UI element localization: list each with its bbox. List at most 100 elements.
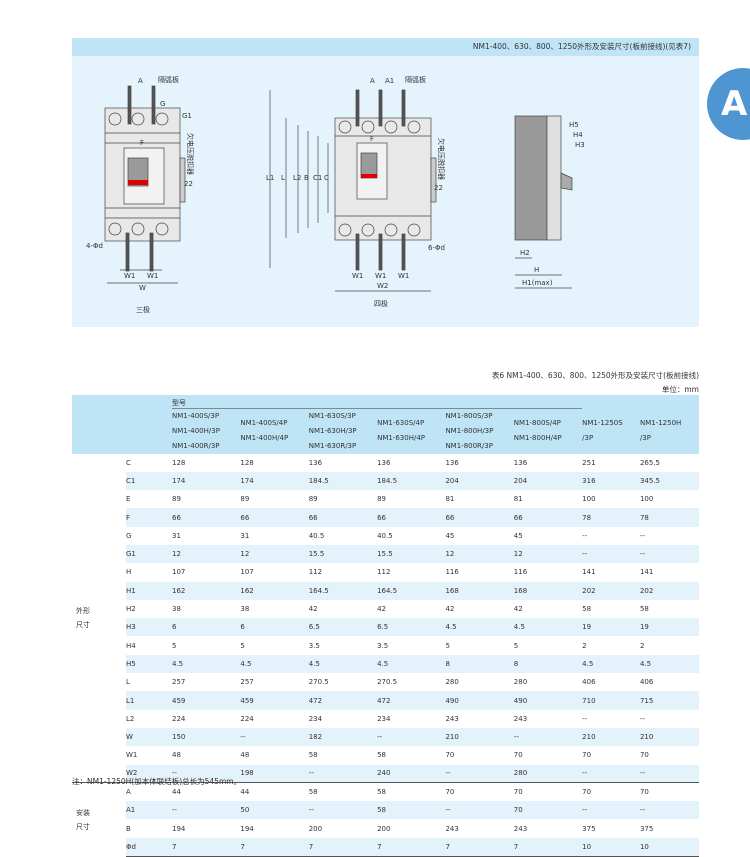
- svg-text:C: C: [324, 174, 329, 182]
- value-cell: 136: [513, 453, 583, 472]
- value-cell: 7: [445, 837, 514, 857]
- value-cell: 58: [308, 746, 378, 765]
- value-cell: 280: [445, 673, 514, 692]
- param-cell: W1: [126, 746, 172, 765]
- value-cell: 316: [582, 471, 640, 491]
- table-row: H3 6 6 6.5 6.5 4.5 4.5 19 19: [72, 618, 699, 637]
- value-cell: 6.5: [308, 618, 378, 637]
- value-cell: 174: [240, 471, 309, 491]
- value-cell: 116: [445, 563, 514, 582]
- four-pole-drawing: L1 L L2 B C1 C A A1 隔弧板 F 22 欠电压脱扣器 6-Φd W1 W1 W…: [266, 75, 446, 308]
- value-cell: 40.5: [308, 526, 378, 545]
- svg-text:H1(max): H1(max): [522, 279, 553, 287]
- value-cell: 202: [639, 581, 699, 600]
- value-cell: --: [172, 764, 241, 783]
- value-cell: 70: [582, 782, 640, 802]
- value-cell: 224: [172, 709, 241, 728]
- value-cell: 58: [582, 599, 640, 619]
- value-cell: 31: [172, 526, 241, 545]
- value-cell: 257: [172, 673, 241, 692]
- value-cell: --: [639, 709, 699, 728]
- value-cell: --: [582, 709, 640, 728]
- value-cell: 7: [513, 837, 583, 857]
- value-cell: 406: [582, 673, 640, 692]
- value-cell: 70: [445, 782, 514, 802]
- svg-text:W1: W1: [124, 272, 135, 280]
- value-cell: 66: [513, 508, 583, 527]
- value-cell: 164.5: [377, 581, 446, 600]
- svg-text:隔弧板: 隔弧板: [405, 75, 426, 84]
- value-cell: --: [445, 764, 514, 783]
- value-cell: 81: [445, 490, 514, 509]
- param-cell: C1: [126, 471, 172, 491]
- value-cell: 270.5: [308, 673, 378, 692]
- value-cell: 12: [445, 544, 514, 564]
- value-cell: --: [582, 801, 640, 820]
- value-cell: 66: [445, 508, 514, 527]
- table-note: 注：NM1-1250H(加本体联结板)总长为545mm。: [72, 777, 242, 786]
- value-cell: 224: [240, 709, 309, 728]
- table-unit: 单位：mm: [661, 385, 699, 394]
- value-cell: --: [582, 526, 640, 545]
- table-row: L2 224 224 234 234 243 243 -- --: [72, 709, 699, 728]
- table-row: H1 162 162 164.5 164.5 168 168 202 202: [72, 581, 699, 600]
- value-cell: --: [582, 764, 640, 783]
- value-cell: 6.5: [377, 618, 446, 637]
- value-cell: 19: [582, 618, 640, 637]
- value-cell: 174: [172, 471, 241, 491]
- svg-text:W1: W1: [352, 272, 363, 280]
- value-cell: 710: [582, 691, 640, 710]
- value-cell: 251: [582, 453, 640, 472]
- value-cell: 89: [308, 490, 378, 509]
- value-cell: 280: [513, 673, 583, 692]
- value-cell: 42: [445, 599, 514, 619]
- value-cell: 472: [308, 691, 378, 710]
- value-cell: 243: [513, 709, 583, 728]
- value-cell: 2: [582, 636, 640, 655]
- param-cell: L1: [126, 691, 172, 710]
- value-cell: 7: [377, 837, 446, 857]
- value-cell: 58: [377, 746, 446, 765]
- value-cell: 10: [639, 837, 699, 857]
- value-cell: 4.5: [377, 654, 446, 674]
- table-row: G 31 31 40.5 40.5 45 45 -- --: [72, 526, 699, 545]
- value-cell: 4.5: [308, 654, 378, 674]
- svg-text:H4: H4: [573, 131, 583, 139]
- svg-text:6-Φd: 6-Φd: [428, 244, 445, 252]
- value-cell: 150: [172, 727, 241, 747]
- value-cell: 48: [240, 746, 309, 765]
- table-row: L1 459 459 472 472 490 490 710 715: [72, 691, 699, 710]
- value-cell: 81: [513, 490, 583, 509]
- value-cell: 5: [240, 636, 309, 655]
- table-row: Φd 7 7 7 7 7 7 10 10: [72, 837, 699, 857]
- value-cell: 58: [377, 801, 446, 820]
- value-cell: 168: [513, 581, 583, 600]
- param-cell: W: [126, 727, 172, 747]
- value-cell: --: [308, 801, 378, 820]
- value-cell: 78: [582, 508, 640, 527]
- value-cell: 243: [445, 819, 514, 838]
- value-cell: 70: [513, 746, 583, 765]
- group-label: 安装 尺寸: [72, 782, 126, 857]
- value-cell: 66: [240, 508, 309, 527]
- svg-text:欠电压脱扣器: 欠电压脱扣器: [437, 138, 446, 180]
- section-tab-a: A: [707, 68, 750, 140]
- value-cell: 162: [172, 581, 241, 600]
- value-cell: 459: [240, 691, 309, 710]
- value-cell: 459: [172, 691, 241, 710]
- svg-text:L2: L2: [293, 174, 301, 182]
- value-cell: 204: [445, 471, 514, 491]
- value-cell: 265.5: [639, 453, 699, 472]
- value-cell: 136: [445, 453, 514, 472]
- value-cell: 200: [377, 819, 446, 838]
- column-header: NM1-800S/3P NM1-800H/3P NM1-800R/3P: [445, 408, 514, 454]
- param-cell: H1: [126, 581, 172, 600]
- value-cell: 12: [240, 544, 309, 564]
- value-cell: 66: [172, 508, 241, 527]
- column-header: NM1-400S/3P NM1-400H/3P NM1-400R/3P: [172, 408, 241, 454]
- value-cell: 6: [172, 618, 241, 637]
- param-cell: H5: [126, 654, 172, 674]
- value-cell: 42: [308, 599, 378, 619]
- value-cell: 45: [513, 526, 583, 545]
- value-cell: 107: [172, 563, 241, 582]
